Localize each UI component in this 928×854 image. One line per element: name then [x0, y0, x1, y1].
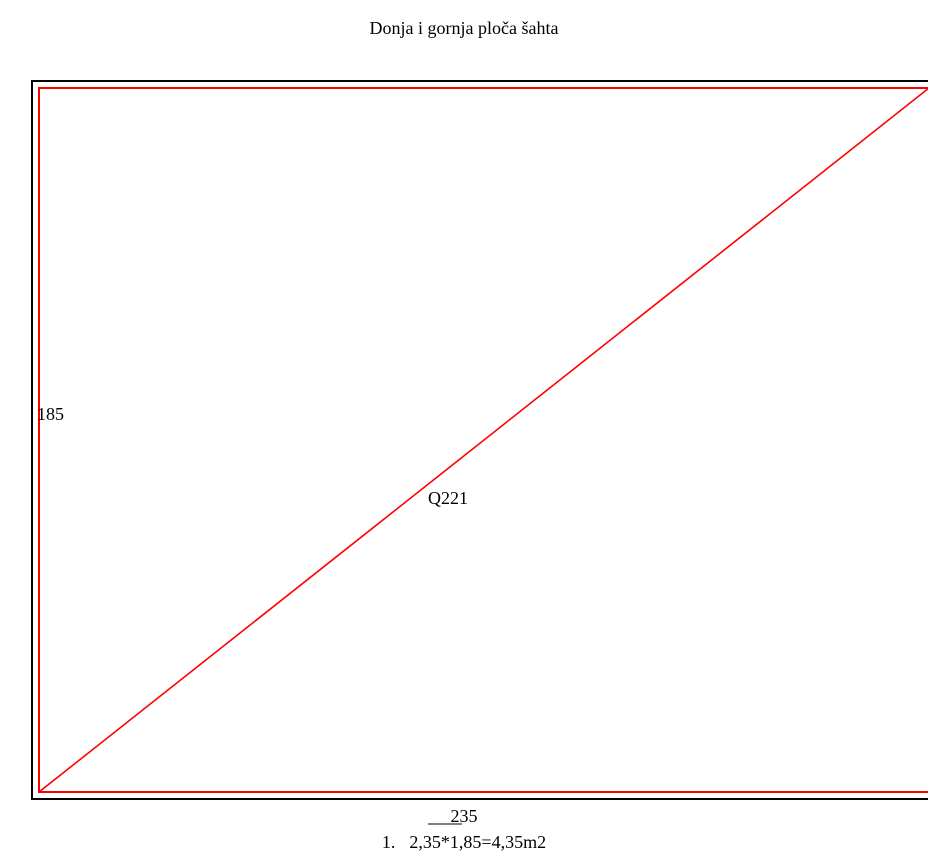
slab-label: Q221 — [428, 488, 468, 508]
area-calculation: 1. 2,35*1,85=4,35m2 — [0, 832, 928, 852]
dimension-bottom-label: 235 — [0, 806, 928, 826]
calculation-text: 2,35*1,85=4,35m2 — [409, 832, 546, 852]
slab-diagonal — [39, 88, 928, 792]
dimension-side-label: 185 — [37, 404, 64, 424]
calculation-number: 1. — [382, 832, 396, 852]
